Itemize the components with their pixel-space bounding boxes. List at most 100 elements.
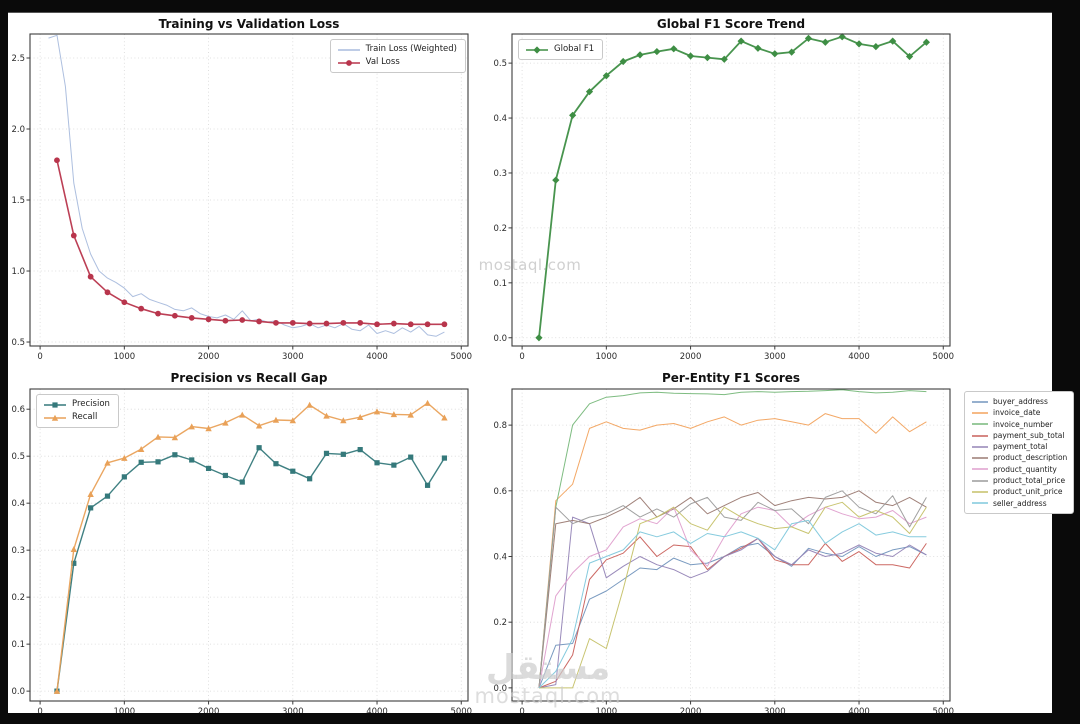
plot-area: 0 1000 2000 3000 4000 5000 0.5 1.0 1.5 2.0 2.5 — [11, 33, 472, 362]
legend-label: Recall — [72, 412, 98, 422]
x-tick-label: 1000 — [114, 352, 136, 362]
series-train-loss-weighted- — [48, 34, 445, 337]
legend-line-sample — [972, 446, 988, 448]
series-global-f1 — [535, 33, 931, 342]
y-tick-label: 0.1 — [11, 640, 25, 650]
x-tick-label: 1000 — [596, 352, 618, 362]
plot-area: 0 1000 2000 3000 4000 5000 0.0 0.1 0.2 0.3 0.4 0.5 — [493, 33, 954, 362]
y-tick-label: 1.0 — [11, 267, 25, 277]
legend-line-sample — [972, 434, 988, 437]
legend-item: Val Loss — [337, 56, 457, 69]
x-tick-label: 3000 — [282, 707, 304, 713]
x-tick-label: 2000 — [198, 707, 220, 713]
legend-label: product_total_price — [993, 476, 1066, 486]
y-tick-label: 0.0 — [493, 334, 507, 344]
y-tick-label: 0.6 — [493, 487, 507, 497]
series-seller-address — [538, 519, 927, 689]
y-tick-label: 0.6 — [11, 405, 25, 415]
x-tick-label: 0 — [519, 352, 524, 362]
y-tick-label: 0.5 — [493, 59, 507, 69]
figure-canvas: Training vs Validation Loss 0 1000 2000 300… — [8, 12, 1075, 713]
y-tick-label: 0.0 — [11, 687, 25, 697]
legend-label: Train Loss (Weighted) — [365, 44, 457, 54]
y-tick-label: 1.5 — [11, 196, 25, 206]
series-buyer-address — [538, 542, 927, 689]
y-tick-label: 0.1 — [493, 279, 507, 289]
x-tick-label: 1000 — [596, 707, 618, 713]
series-invoice-number — [538, 389, 927, 688]
legend-item: product_total_price — [971, 475, 1067, 486]
plot-border — [511, 33, 951, 347]
axes: 0 1000 2000 3000 4000 5000 0.0 0.1 0.2 0.3 0.4 0.5 0… — [11, 405, 472, 713]
y-tick-label: 0.2 — [11, 593, 25, 603]
legend-item: Train Loss (Weighted) — [337, 43, 457, 56]
x-tick-label: 3000 — [764, 352, 786, 362]
legend-label: payment_total — [993, 442, 1048, 452]
legend-item: product_description — [971, 452, 1067, 463]
legend-line-sample — [972, 423, 988, 425]
x-tick-label: 4000 — [366, 352, 388, 362]
legend-label: product_description — [993, 453, 1068, 463]
y-tick-label: 0.4 — [493, 552, 507, 562]
legend-line-sample — [972, 468, 988, 471]
x-tick-label: 5000 — [932, 707, 954, 713]
watermark-center: mostaql.com — [478, 256, 582, 274]
legend-line-sample — [972, 502, 988, 505]
x-tick-label: 0 — [37, 352, 42, 362]
series-precision — [54, 445, 448, 694]
plot-area: 0 1000 2000 3000 4000 5000 0.0 0.1 0.2 0.3 0.4 0.5 0… — [11, 388, 472, 713]
series-product-quantity — [538, 506, 927, 688]
x-tick-label: 2000 — [680, 707, 702, 713]
legend-line-sample — [44, 414, 66, 421]
legend-item: payment_sub_total — [971, 430, 1067, 441]
chart-title: Training vs Validation Loss — [158, 17, 340, 31]
x-tick-label: 3000 — [764, 707, 786, 713]
legend-line-sample — [972, 457, 988, 459]
legend-label: invoice_number — [993, 419, 1053, 429]
gridlines — [30, 389, 468, 701]
legend-line-sample — [44, 401, 66, 408]
y-tick-label: 0.2 — [493, 224, 507, 234]
legend-item: buyer_address — [971, 396, 1067, 407]
axes: 0 1000 2000 3000 4000 5000 0.0 0.1 0.2 0.3 0.4 0.5 — [493, 59, 954, 362]
legend-label: payment_sub_total — [993, 430, 1065, 440]
plot-area: 0 1000 2000 3000 4000 5000 0.0 0.2 0.4 0.6 0.8 — [493, 388, 954, 713]
x-tick-label: 0 — [37, 707, 42, 713]
x-tick-label: 5000 — [450, 707, 472, 713]
y-tick-label: 0.5 — [11, 338, 25, 348]
y-tick-label: 2.0 — [11, 125, 25, 135]
legend-label: product_unit_price — [993, 487, 1063, 497]
series-payment-total — [538, 516, 927, 689]
legend-line-sample — [972, 412, 988, 414]
x-tick-label: 5000 — [932, 352, 954, 362]
gridlines — [512, 34, 950, 346]
y-tick-label: 0.5 — [11, 452, 25, 462]
plot-border — [29, 388, 469, 702]
plot-border — [511, 388, 951, 702]
legend-line-sample — [972, 491, 988, 493]
legend-label: buyer_address — [993, 397, 1048, 406]
chart-title: Global F1 Score Trend — [656, 17, 806, 31]
y-tick-label: 0.8 — [493, 421, 507, 431]
y-tick-label: 0.0 — [493, 684, 507, 694]
legend: buyer_address invoice_date invoice_number p… — [964, 391, 1075, 514]
legend-item: product_unit_price — [971, 486, 1067, 497]
series-product-total-price — [538, 490, 927, 688]
series-val-loss — [54, 157, 448, 328]
y-tick-label: 0.4 — [493, 114, 507, 124]
x-tick-label: 4000 — [848, 707, 870, 713]
series-recall — [53, 399, 448, 694]
chart-title: Per-Entity F1 Scores — [661, 371, 801, 385]
x-tick-label: 4000 — [848, 352, 870, 362]
y-tick-label: 2.5 — [11, 54, 25, 64]
legend-line-sample — [972, 479, 988, 482]
legend-label: Val Loss — [365, 57, 400, 67]
x-tick-label: 3000 — [282, 352, 304, 362]
legend-label: Precision — [72, 399, 110, 409]
legend-item: seller_address — [971, 498, 1067, 509]
chart-per-entity-f1-scores: Per-Entity F1 Scores 0 1000 2000 3000 4000 50… — [490, 365, 1075, 713]
series-payment-sub-total — [538, 536, 927, 689]
x-tick-label: 0 — [519, 707, 524, 713]
legend-item: payment_total — [971, 441, 1067, 452]
